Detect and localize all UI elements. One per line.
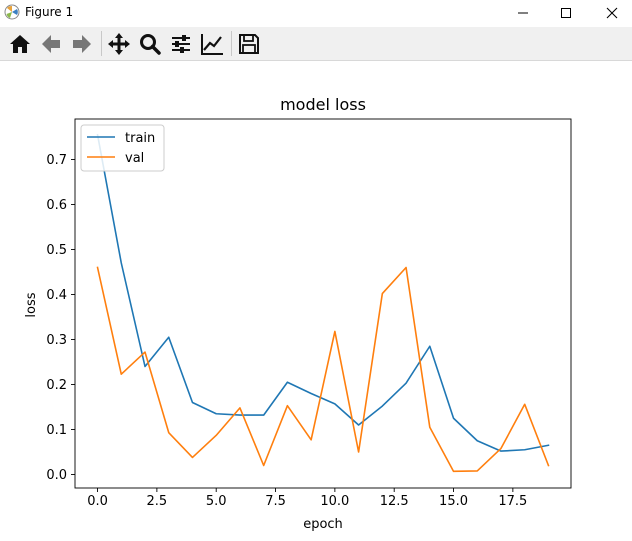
x-axis-label: epoch xyxy=(303,517,343,532)
plot-area: 0.0 2.5 5.0 7.5 10.0 12.5 15.0 17.5 0.0 0.1 0.2 0.3… xyxy=(46,118,572,509)
x-tick-label: 5.0 xyxy=(206,494,227,509)
chart-title: model loss xyxy=(280,95,366,114)
x-tick-label: 0.0 xyxy=(87,494,108,509)
back-button[interactable] xyxy=(37,30,65,58)
legend-label-train: train xyxy=(125,131,155,146)
line-chart-icon xyxy=(201,34,223,55)
arrow-right-icon xyxy=(73,35,91,53)
y-tick-label: 0.1 xyxy=(46,423,67,438)
window-titlebar: Figure 1 xyxy=(0,0,632,25)
y-tick-label: 0.2 xyxy=(46,378,67,393)
x-tick-label: 7.5 xyxy=(265,494,286,509)
floppy-disk-icon xyxy=(239,34,259,54)
y-tick-label: 0.0 xyxy=(46,468,67,483)
zoom-button[interactable] xyxy=(136,30,164,58)
y-tick-label: 0.3 xyxy=(46,333,67,348)
matplotlib-logo-icon xyxy=(4,4,20,20)
edit-axis-button[interactable] xyxy=(198,30,226,58)
pan-button[interactable] xyxy=(105,30,133,58)
window-title: Figure 1 xyxy=(25,5,74,19)
x-tick-label: 10.0 xyxy=(320,494,349,509)
y-tick-label: 0.7 xyxy=(46,153,67,168)
forward-button[interactable] xyxy=(68,30,96,58)
magnifier-icon xyxy=(140,34,161,55)
move-icon xyxy=(108,33,130,55)
toolbar-separator xyxy=(101,31,102,56)
navigation-toolbar xyxy=(0,27,632,61)
y-tick-label: 0.4 xyxy=(46,288,67,303)
toolbar-separator xyxy=(231,31,232,56)
minimize-icon xyxy=(518,12,528,13)
x-tick-label: 2.5 xyxy=(147,494,168,509)
legend-label-val: val xyxy=(125,151,144,166)
close-button[interactable] xyxy=(589,0,632,25)
axes-frame xyxy=(74,118,572,489)
arrow-left-icon xyxy=(42,35,60,53)
close-icon xyxy=(606,7,618,18)
sliders-icon xyxy=(172,35,190,53)
maximize-button[interactable] xyxy=(543,0,589,25)
x-tick-label: 15.0 xyxy=(439,494,468,509)
axes-background xyxy=(75,119,571,488)
y-tick-label: 0.6 xyxy=(46,198,67,213)
y-axis-label: loss xyxy=(24,292,39,317)
save-button[interactable] xyxy=(235,30,263,58)
y-tick-label: 0.5 xyxy=(46,243,67,258)
home-button[interactable] xyxy=(6,30,34,58)
series-line-val xyxy=(96,266,550,473)
figure-canvas[interactable]: model loss 0.0 2.5 5.0 7.5 10.0 12.5 15.0 17.50… xyxy=(0,61,632,541)
maximize-icon xyxy=(561,7,571,18)
x-tick-label: 12.5 xyxy=(380,494,409,509)
home-icon xyxy=(10,35,30,53)
x-tick-label: 17.5 xyxy=(498,494,527,509)
configure-subplots-button[interactable] xyxy=(167,30,195,58)
series-line-train xyxy=(96,133,550,452)
minimize-button[interactable] xyxy=(500,0,546,25)
